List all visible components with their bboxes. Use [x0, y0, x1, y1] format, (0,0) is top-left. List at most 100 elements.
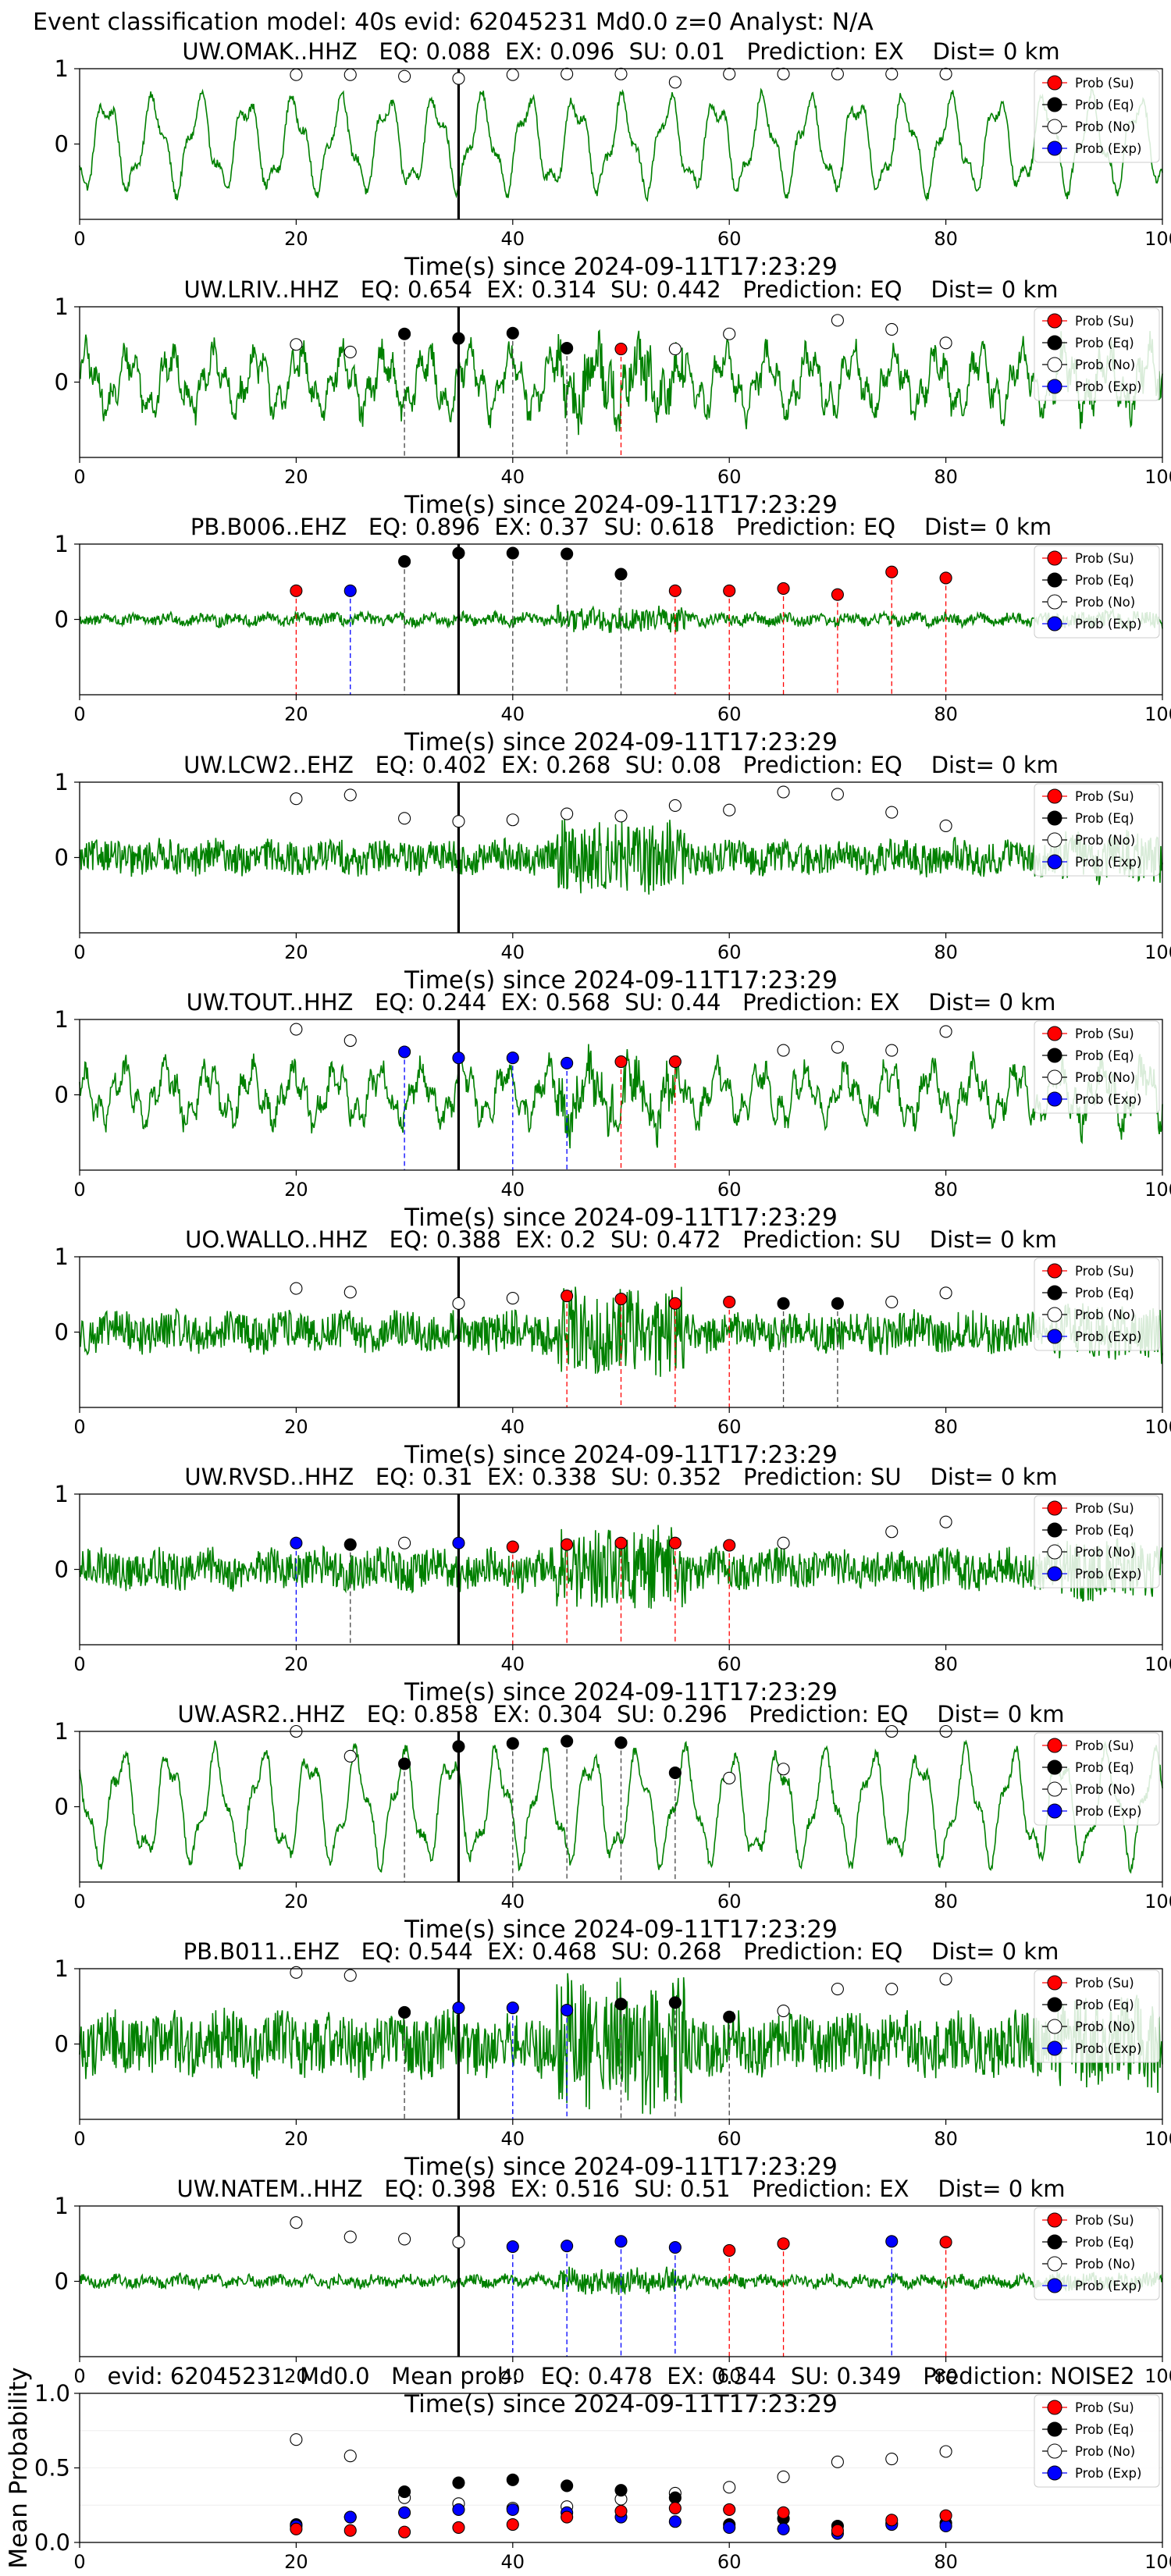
panel-4-legend-label-su: Prob (Su): [1075, 789, 1134, 804]
panel-10-legend-marker-exp: [1047, 2278, 1062, 2293]
panel-4-xlabel: Time(s) since 2024-09-11T17:23:29: [404, 966, 838, 994]
summary-panel-no-point: [831, 2455, 844, 2468]
panel-9-prob-point: [939, 1973, 952, 1986]
panel-5-prob-point: [777, 1044, 790, 1057]
panel-10-prob-point: [885, 2235, 899, 2248]
summary-panel-ytick-label: 0.5: [34, 2455, 70, 2482]
panel-5-title: UW.TOUT..HHZ EQ: 0.244 EX: 0.568 SU: 0.4…: [187, 989, 1056, 1016]
summary-panel-su-point: [777, 2506, 790, 2519]
panel-10-xtick-label: 100: [1144, 2365, 1171, 2387]
summary-panel-exp-point: [668, 2515, 682, 2528]
panel-4-xtick-label: 100: [1144, 941, 1171, 963]
panel-2-legend-marker-eq: [1047, 335, 1062, 350]
panel-2-prob-point: [939, 336, 952, 350]
summary-panel-su-point: [939, 2509, 952, 2522]
panel-5-legend: [1034, 1020, 1160, 1114]
panel-10-prob-point: [343, 2230, 357, 2243]
panel-3-legend-label-no: Prob (No): [1075, 595, 1135, 610]
panel-4-title: UW.LCW2..EHZ EQ: 0.402 EX: 0.268 SU: 0.0…: [183, 752, 1059, 778]
panel-5-prob-point: [831, 1041, 844, 1054]
summary-panel-exp-point: [506, 2503, 519, 2517]
panel-7-legend-label-exp: Prob (Exp): [1075, 1567, 1141, 1582]
panel-3-legend-marker-eq: [1047, 572, 1062, 588]
panel-1-prob-point: [343, 68, 357, 81]
panel-5-xtick-label: 60: [717, 1179, 742, 1201]
panel-4-legend-label-eq: Prob (Eq): [1075, 811, 1134, 826]
panel-2-title: UW.LRIV..HHZ EQ: 0.654 EX: 0.314 SU: 0.4…: [183, 276, 1058, 303]
panel-9-legend-label-su: Prob (Su): [1075, 1976, 1134, 1991]
panel-6-legend-label-exp: Prob (Exp): [1075, 1329, 1141, 1344]
panel-5-xlabel: Time(s) since 2024-09-11T17:23:29: [404, 1204, 838, 1232]
summary-panel-eq-point: [561, 2479, 574, 2492]
panel-7-legend-marker-eq: [1047, 1522, 1062, 1538]
summary-panel-su-point: [831, 2524, 844, 2537]
panel-6-legend-label-su: Prob (Su): [1075, 1264, 1134, 1279]
panel-3-prob-point: [614, 568, 628, 581]
panel-2-prob-point: [506, 326, 519, 340]
panel-9-xtick-label: 0: [73, 2128, 85, 2150]
panel-1-prob-point: [561, 67, 574, 80]
panel-4-prob-point: [452, 815, 465, 828]
panel-1: UW.OMAK..HHZ EQ: 0.088 EX: 0.096 SU: 0.0…: [55, 38, 1171, 281]
panel-2-legend-marker-exp: [1047, 379, 1062, 394]
panel-6-title: UO.WALLO..HHZ EQ: 0.388 EX: 0.2 SU: 0.47…: [185, 1226, 1057, 1253]
panel-3-title: PB.B006..EHZ EQ: 0.896 EX: 0.37 SU: 0.61…: [190, 514, 1052, 540]
panel-8-xtick-label: 60: [717, 1891, 742, 1912]
panel-7-xtick-label: 80: [934, 1653, 958, 1675]
summary-panel-eq-point: [452, 2476, 465, 2489]
panel-4-prob-point: [343, 788, 357, 802]
panel-3-prob-point: [939, 571, 952, 585]
panel-1-prob-point: [506, 68, 519, 81]
panel-4-prob-point: [668, 799, 682, 812]
panel-3-ytick-label: 1: [55, 531, 69, 557]
summary-panel-legend-marker-su: [1047, 2400, 1062, 2415]
panel-1-prob-point: [831, 67, 844, 80]
panel-6-legend-marker-no: [1047, 1307, 1062, 1322]
summary-panel-xtick-label: 20: [284, 2551, 308, 2573]
panel-8-legend-label-eq: Prob (Eq): [1075, 1760, 1134, 1775]
panel-5-legend-marker-eq: [1047, 1048, 1062, 1063]
panel-9-xlabel: Time(s) since 2024-09-11T17:23:29: [404, 2153, 838, 2181]
panel-9-prob-point: [777, 2004, 790, 2018]
panel-1-prob-point: [290, 68, 303, 81]
summary-panel-exp-point: [343, 2510, 357, 2524]
panel-3: PB.B006..EHZ EQ: 0.896 EX: 0.37 SU: 0.61…: [55, 514, 1171, 756]
summary-panel-xtick-label: 0: [73, 2551, 85, 2573]
panel-10-xtick-label: 0: [73, 2365, 85, 2387]
panel-10-xlabel: Time(s) since 2024-09-11T17:23:29: [404, 2390, 838, 2418]
panel-3-prob-point: [452, 546, 465, 560]
panels-group: UW.OMAK..HHZ EQ: 0.088 EX: 0.096 SU: 0.0…: [5, 38, 1171, 2573]
summary-panel-su-point: [343, 2524, 357, 2537]
summary-panel-xtick-label: 40: [501, 2551, 525, 2573]
summary-panel-exp-point: [723, 2521, 736, 2534]
panel-6-xtick-label: 100: [1144, 1416, 1171, 1438]
panel-1-prob-point: [668, 76, 682, 89]
panel-3-legend-label-exp: Prob (Exp): [1075, 617, 1141, 632]
panel-4-legend-marker-su: [1047, 788, 1062, 804]
panel-6-prob-point: [668, 1297, 682, 1310]
panel-5-prob-point: [939, 1025, 952, 1038]
panel-8-legend-label-exp: Prob (Exp): [1075, 1804, 1141, 1819]
panel-3-xtick-label: 0: [73, 703, 85, 725]
panel-10-legend-marker-no: [1047, 2256, 1062, 2272]
panel-5-xtick-label: 80: [934, 1179, 958, 1201]
summary-panel-exp-point: [398, 2506, 411, 2519]
panel-6-xlabel: Time(s) since 2024-09-11T17:23:29: [404, 1441, 838, 1469]
panel-9-prob-point: [831, 1983, 844, 1996]
summary-panel-su-point: [885, 2514, 899, 2527]
summary-panel-su-point: [452, 2521, 465, 2534]
panel-2-prob-point: [343, 345, 357, 358]
panel-5-legend-label-eq: Prob (Eq): [1075, 1048, 1134, 1063]
panel-9-legend-marker-no: [1047, 2019, 1062, 2034]
panel-4-prob-point: [939, 819, 952, 833]
panel-10-ytick-label: 0: [55, 2268, 69, 2295]
panel-3-prob-point: [506, 546, 519, 560]
summary-panel-eq-point: [506, 2473, 519, 2486]
panel-5-xtick-label: 100: [1144, 1179, 1171, 1201]
panel-9-xtick-label: 100: [1144, 2128, 1171, 2150]
panel-9-prob-point: [506, 2001, 519, 2015]
panel-9-prob-point: [885, 1983, 899, 1996]
panel-10-prob-point: [561, 2240, 574, 2253]
panel-9: PB.B011..EHZ EQ: 0.544 EX: 0.468 SU: 0.2…: [55, 1938, 1171, 2181]
